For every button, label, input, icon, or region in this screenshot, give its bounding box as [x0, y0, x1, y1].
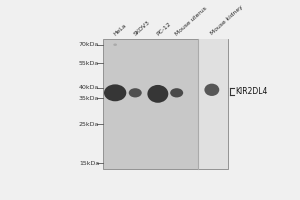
Text: 35kDa: 35kDa — [79, 96, 99, 101]
Text: 55kDa: 55kDa — [79, 61, 99, 66]
Text: PC-12: PC-12 — [156, 21, 172, 36]
Text: 25kDa: 25kDa — [79, 122, 99, 127]
Circle shape — [113, 43, 117, 46]
Bar — [198, 39, 228, 169]
Text: HeLa: HeLa — [113, 22, 128, 36]
Ellipse shape — [204, 84, 219, 96]
Bar — [103, 39, 228, 169]
Ellipse shape — [129, 88, 142, 97]
Text: 15kDa: 15kDa — [79, 161, 99, 166]
Ellipse shape — [147, 85, 168, 103]
Ellipse shape — [104, 84, 126, 101]
Text: 70kDa: 70kDa — [79, 42, 99, 47]
Text: 40kDa: 40kDa — [79, 85, 99, 90]
Text: Mouse kidney: Mouse kidney — [210, 5, 244, 36]
Text: KIR2DL4: KIR2DL4 — [236, 87, 268, 96]
Text: Mouse uterus: Mouse uterus — [175, 5, 208, 36]
Text: SKOV3: SKOV3 — [133, 19, 151, 36]
Ellipse shape — [170, 88, 183, 97]
